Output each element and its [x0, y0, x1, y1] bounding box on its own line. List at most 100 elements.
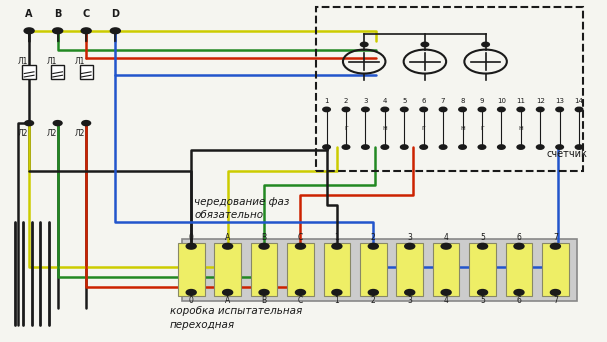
- Circle shape: [514, 244, 524, 249]
- Circle shape: [259, 244, 269, 249]
- Circle shape: [514, 290, 524, 295]
- Bar: [469, 243, 496, 296]
- Circle shape: [332, 290, 342, 295]
- Text: 11: 11: [517, 98, 525, 104]
- Circle shape: [81, 28, 91, 34]
- Circle shape: [332, 244, 342, 249]
- Bar: [396, 243, 423, 296]
- Circle shape: [342, 107, 350, 111]
- Circle shape: [575, 145, 583, 149]
- Circle shape: [420, 107, 427, 111]
- Circle shape: [381, 107, 388, 111]
- Circle shape: [82, 121, 90, 126]
- Circle shape: [401, 145, 408, 149]
- Text: 13: 13: [555, 98, 564, 104]
- Bar: [182, 239, 577, 301]
- Circle shape: [362, 107, 369, 111]
- Text: 9: 9: [480, 98, 484, 104]
- Circle shape: [421, 42, 429, 47]
- Circle shape: [556, 107, 563, 111]
- Text: 4: 4: [382, 98, 387, 104]
- Circle shape: [53, 66, 62, 71]
- Text: Л2: Л2: [75, 129, 86, 138]
- Text: 4: 4: [444, 233, 449, 242]
- Text: 3: 3: [407, 297, 412, 305]
- Text: 2: 2: [371, 297, 376, 305]
- Circle shape: [362, 145, 369, 149]
- Circle shape: [368, 290, 378, 295]
- Text: переходная: переходная: [170, 320, 235, 330]
- Text: 6: 6: [517, 297, 521, 305]
- Bar: [433, 243, 459, 296]
- Circle shape: [259, 290, 269, 295]
- Text: 5: 5: [402, 98, 407, 104]
- Text: Г: Г: [480, 126, 484, 131]
- Text: B: B: [262, 297, 266, 305]
- Text: 1: 1: [334, 233, 339, 242]
- Text: A: A: [225, 233, 230, 242]
- Circle shape: [186, 290, 196, 295]
- Text: Л1: Л1: [75, 57, 86, 66]
- Circle shape: [368, 244, 378, 249]
- Text: 14: 14: [575, 98, 583, 104]
- Circle shape: [439, 145, 447, 149]
- Circle shape: [556, 145, 563, 149]
- Text: 0: 0: [189, 297, 194, 305]
- Circle shape: [296, 290, 305, 295]
- Circle shape: [441, 244, 451, 249]
- Bar: [51, 65, 64, 79]
- Text: C: C: [298, 297, 303, 305]
- Bar: [360, 243, 387, 296]
- Circle shape: [420, 145, 427, 149]
- Bar: [22, 65, 36, 79]
- Circle shape: [296, 244, 305, 249]
- Text: обязательно: обязательно: [194, 210, 263, 221]
- Text: счетчик: счетчик: [546, 149, 587, 159]
- Text: 7: 7: [553, 297, 558, 305]
- Circle shape: [459, 107, 466, 111]
- Text: A: A: [25, 9, 33, 19]
- Text: 5: 5: [480, 233, 485, 242]
- Bar: [506, 243, 532, 296]
- Circle shape: [478, 107, 486, 111]
- Circle shape: [537, 145, 544, 149]
- Text: Л1: Л1: [46, 57, 57, 66]
- Circle shape: [478, 290, 487, 295]
- Circle shape: [498, 107, 505, 111]
- Circle shape: [342, 145, 350, 149]
- Circle shape: [24, 28, 34, 34]
- Circle shape: [537, 107, 544, 111]
- Bar: [80, 65, 93, 79]
- Circle shape: [575, 107, 583, 111]
- Text: 10: 10: [497, 98, 506, 104]
- Bar: [287, 243, 314, 296]
- Text: C: C: [298, 233, 303, 242]
- Text: Г: Г: [422, 126, 426, 131]
- Text: 2: 2: [344, 98, 348, 104]
- Text: 1: 1: [334, 297, 339, 305]
- Text: Л1: Л1: [18, 57, 29, 66]
- Circle shape: [517, 145, 524, 149]
- Circle shape: [441, 290, 451, 295]
- Circle shape: [25, 121, 33, 126]
- Text: A: A: [225, 297, 230, 305]
- Text: C: C: [83, 9, 90, 19]
- Circle shape: [25, 66, 33, 71]
- Circle shape: [323, 107, 330, 111]
- Text: 7: 7: [441, 98, 446, 104]
- Text: B: B: [54, 9, 61, 19]
- Circle shape: [459, 145, 466, 149]
- Circle shape: [478, 145, 486, 149]
- Text: 2: 2: [371, 233, 376, 242]
- Circle shape: [381, 145, 388, 149]
- Circle shape: [551, 290, 560, 295]
- Text: B: B: [262, 233, 266, 242]
- Text: 1: 1: [324, 98, 329, 104]
- Circle shape: [110, 28, 120, 34]
- Text: 8: 8: [460, 98, 465, 104]
- Text: 7: 7: [553, 233, 558, 242]
- Text: 5: 5: [480, 297, 485, 305]
- Text: 6: 6: [421, 98, 426, 104]
- Circle shape: [401, 107, 408, 111]
- Text: Л2: Л2: [46, 129, 57, 138]
